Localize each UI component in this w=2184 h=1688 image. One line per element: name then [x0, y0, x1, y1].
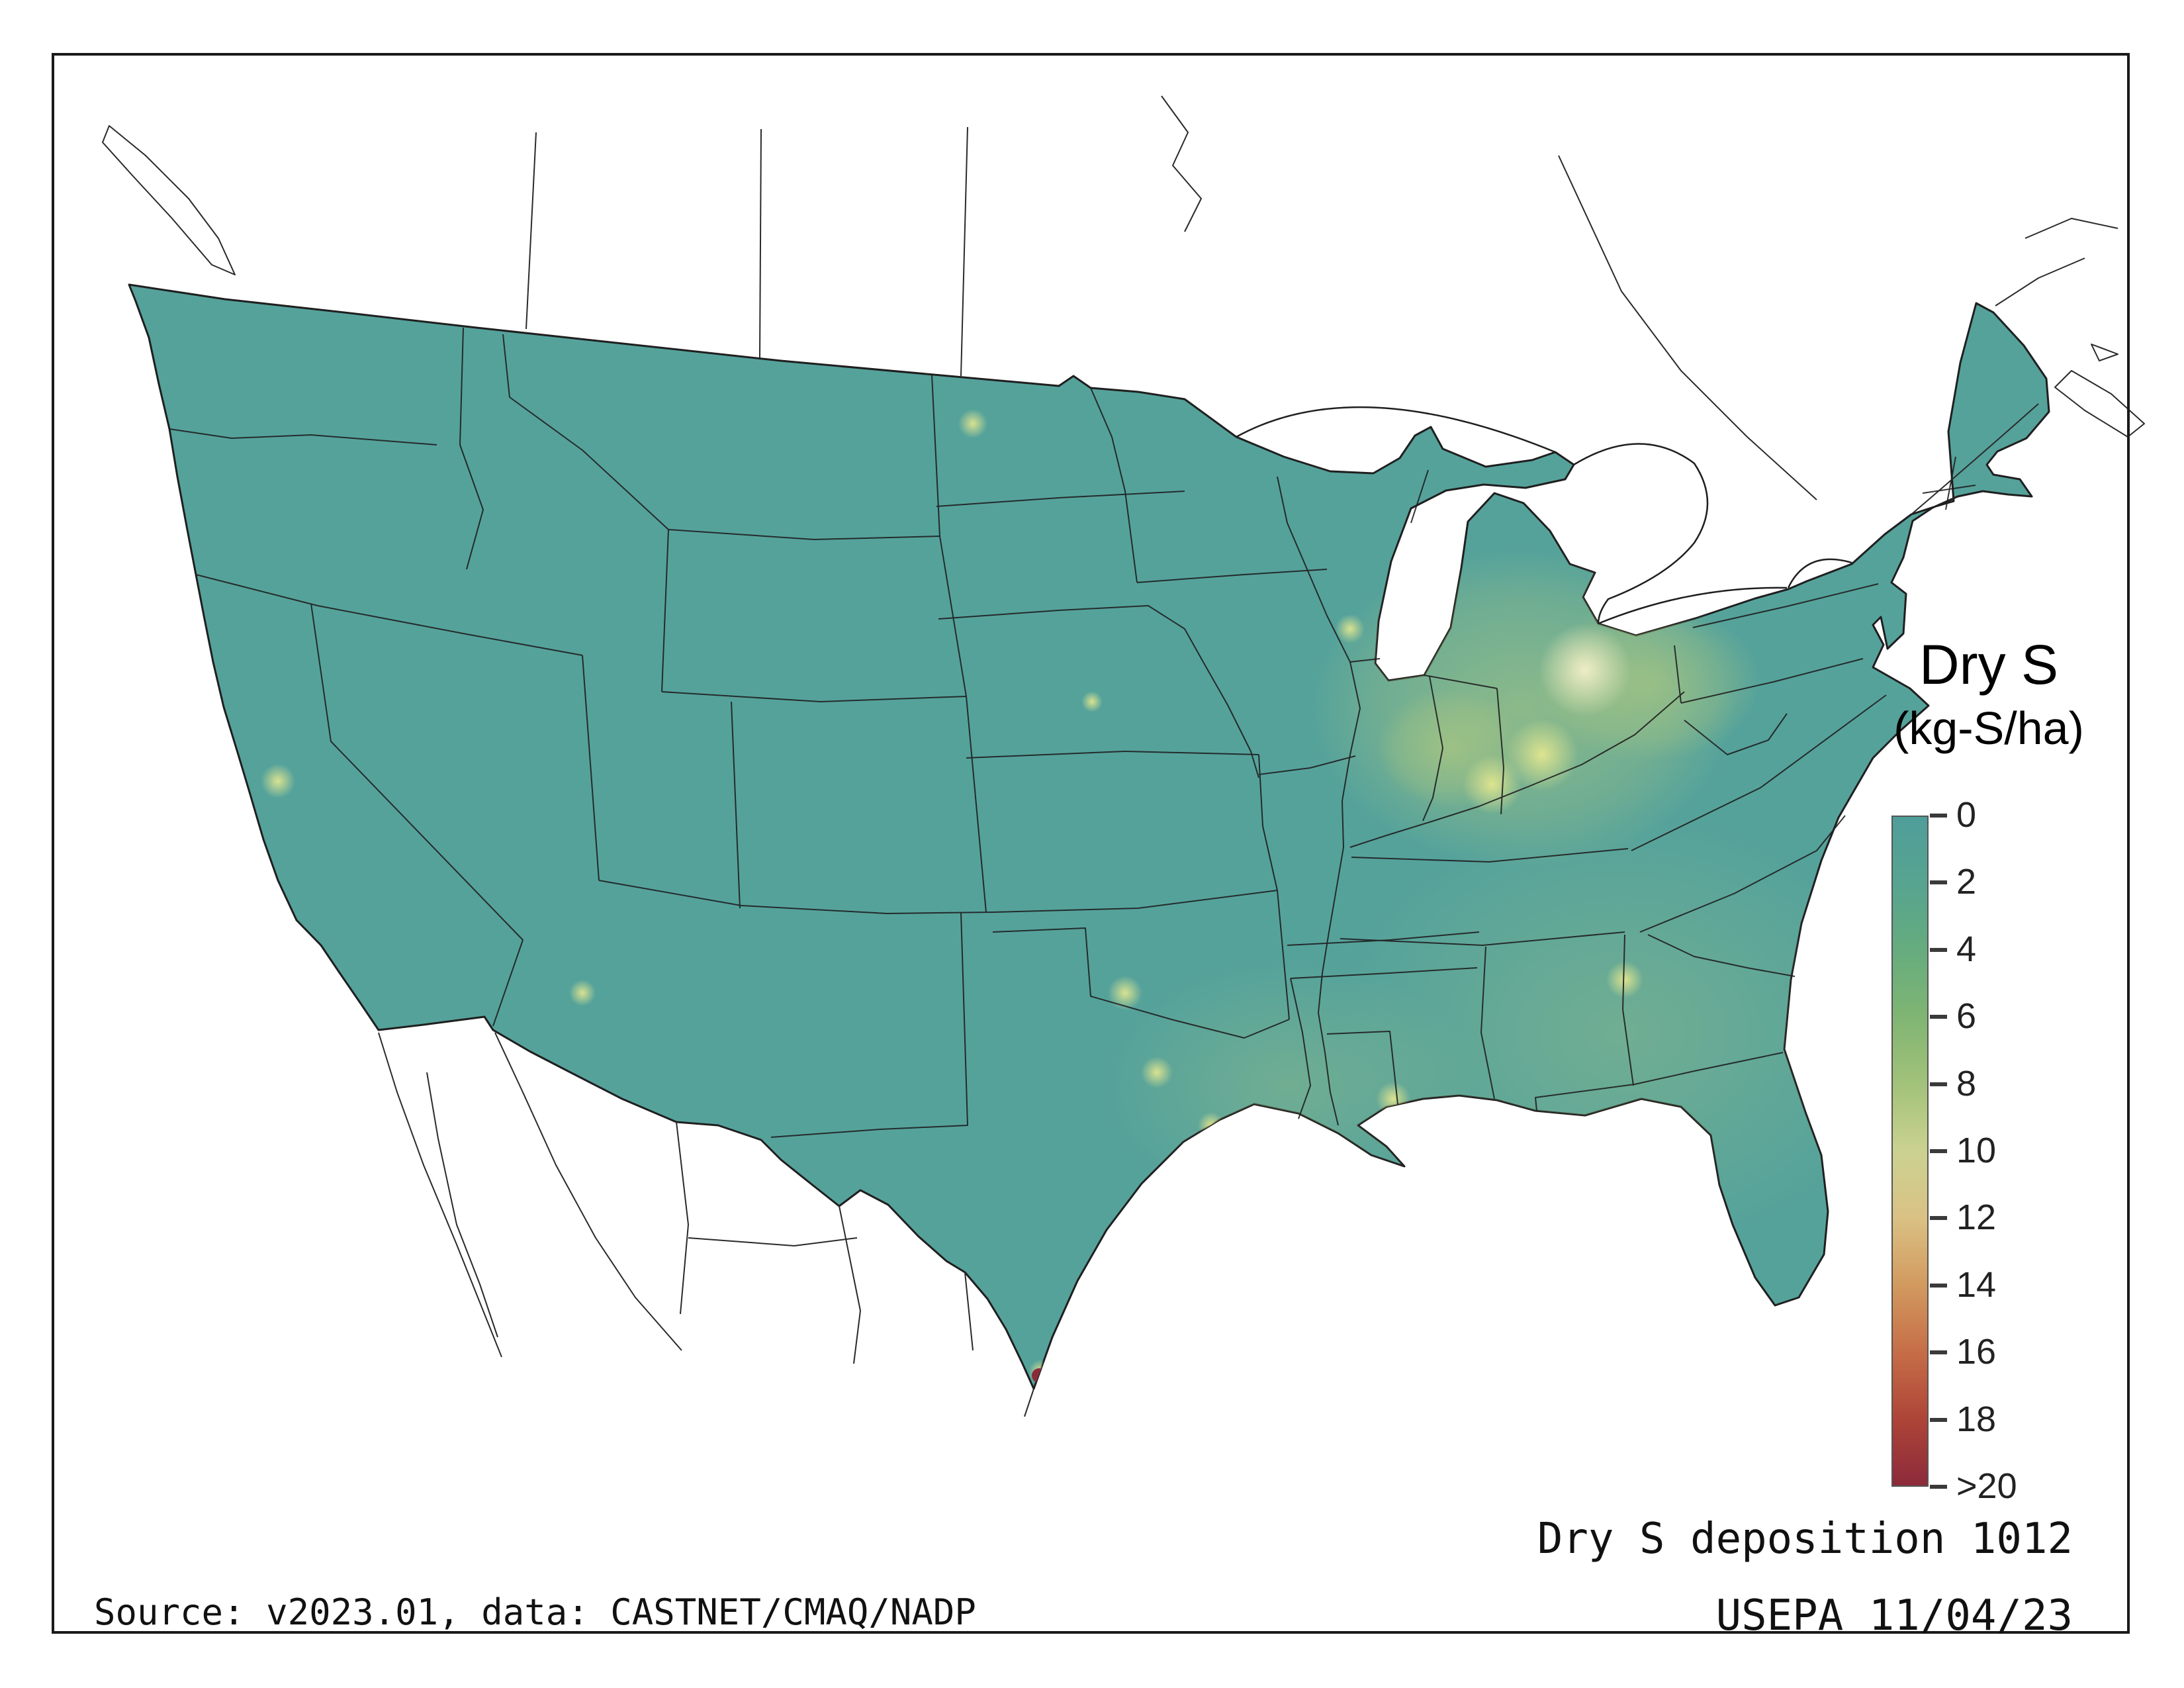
tick-mark: [1930, 1350, 1947, 1355]
tick-label: 4: [1956, 929, 1977, 969]
agency-date-caption: USEPA 11/04/23: [1715, 1591, 2073, 1640]
peak-deposition-spot: [1539, 624, 1631, 716]
north-dakota-dot: [958, 409, 987, 438]
tick-mark: [1930, 1082, 1947, 1086]
tick-label: 6: [1956, 996, 1977, 1037]
tick-label: 8: [1956, 1063, 1977, 1103]
texas-dot: [1141, 1056, 1173, 1088]
tick-mark: [1930, 1015, 1947, 1019]
tick-label: 16: [1956, 1332, 1997, 1372]
tick-label: 18: [1956, 1399, 1997, 1439]
tick-mark: [1930, 1216, 1947, 1221]
atlanta-dot: [1606, 961, 1643, 998]
texas-dot: [1108, 976, 1142, 1010]
tick-label: 10: [1956, 1131, 1997, 1170]
colorbar-ticks: 0 2 4 6 8 10 12 14 16 18 >20: [1930, 795, 2075, 1506]
tick-mark: [1930, 1485, 1947, 1489]
tick-label: 12: [1956, 1197, 1997, 1238]
legend-title-line2: (kg-S/ha): [1893, 702, 2084, 754]
tick-mark: [1930, 1283, 1947, 1288]
hotspot-dot: [1463, 755, 1522, 814]
tick-mark: [1930, 1149, 1947, 1153]
tick-label: 2: [1956, 862, 1977, 902]
hotspot-dot: [569, 980, 596, 1006]
plains-dot: [1081, 691, 1103, 712]
state-borders: [169, 327, 1976, 1138]
legend-title-line1: Dry S: [1919, 633, 2058, 696]
canada-borders: [102, 95, 2145, 515]
tick-mark: [1930, 880, 1947, 885]
tick-mark: [1930, 1417, 1947, 1422]
tick-mark: [1930, 814, 1947, 818]
great-lakes-shorelines: [1236, 406, 1852, 625]
midwest-dot: [1336, 614, 1365, 643]
colorbar: [1891, 816, 1929, 1487]
tick-mark: [1930, 947, 1947, 952]
louisiana-dot: [1410, 1107, 1436, 1133]
tick-label: 14: [1956, 1264, 1997, 1305]
california-dot: [261, 764, 295, 798]
source-caption: Source: v2023.01, data: CASTNET/CMAQ/NAD…: [94, 1591, 976, 1633]
map-title-caption: Dry S deposition 1012: [1537, 1515, 2073, 1564]
tick-label: >20: [1956, 1466, 2017, 1506]
mexico-borders: [378, 1032, 1034, 1417]
tick-label: 0: [1956, 795, 1977, 835]
